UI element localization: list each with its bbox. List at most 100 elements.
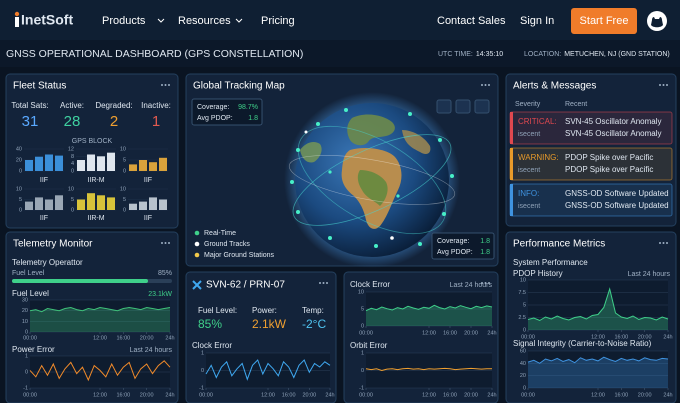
y-tick-label: 40 [16, 146, 22, 152]
bar [139, 201, 147, 210]
line [527, 356, 669, 364]
alert-message: SVN-45 Oscillator Anomaly [565, 117, 661, 126]
panel-menu[interactable] [319, 282, 328, 284]
cta-label[interactable]: Start Free [580, 15, 629, 27]
nav-link[interactable]: Contact Sales [437, 15, 506, 27]
line [527, 287, 669, 322]
logo-icon [14, 11, 20, 27]
nav-bar [0, 0, 680, 40]
x-tick-label: 16:00 [116, 335, 130, 341]
y-tick-label: 0 [25, 329, 28, 335]
block-label: IIF [40, 177, 48, 184]
chart-title: Orbit Error [350, 341, 388, 350]
logo[interactable]: InetSoft [21, 12, 73, 28]
x-tick-label: 00:00 [521, 334, 535, 340]
line [365, 367, 492, 372]
y-tick-label: -1 [23, 385, 28, 391]
y-tick-label: 0 [19, 168, 22, 174]
alert-severity: CRITICAL: [518, 117, 557, 126]
x-tick-label: 24h [663, 392, 672, 398]
box-label: Coverage: [437, 238, 469, 245]
area [528, 357, 668, 388]
menu-dot [319, 282, 321, 284]
y-tick-label: 0 [201, 368, 204, 374]
menu-dot [161, 242, 163, 244]
panel-title: Telemetry Monitor [13, 239, 93, 250]
github-icon[interactable] [647, 11, 667, 31]
menu-dot [481, 84, 483, 86]
x-tick-label: 16:00 [282, 392, 296, 398]
y-tick-label: -1 [359, 385, 364, 391]
y-tick-label: 5 [523, 302, 526, 308]
nav-link[interactable]: Pricing [261, 15, 295, 27]
bar [35, 197, 43, 210]
location-label: LOCATION: [524, 51, 561, 58]
area [30, 307, 170, 332]
panel-menu[interactable] [659, 84, 668, 86]
menu-dot [322, 282, 325, 284]
x-tick-label: 20:00 [140, 335, 154, 341]
column-header: Severity [515, 101, 541, 108]
caret [235, 18, 243, 23]
x-tick-label: 00:00 [199, 392, 213, 398]
chart-title: PDOP History [513, 269, 563, 278]
chart-area [528, 351, 668, 388]
menu-dot [161, 84, 163, 86]
map-tool[interactable] [436, 99, 452, 114]
x-tick-label: 24h [487, 330, 496, 336]
chart-title: Fuel Level [12, 289, 49, 298]
panel-menu[interactable] [659, 242, 668, 244]
chart-title: Signal Integrity (Carrier-to-Noise Ratio… [513, 339, 652, 348]
y-tick-label: 60 [520, 348, 526, 354]
x-tick-label: 00:00 [359, 330, 373, 336]
location-value: METUCHEN, NJ (GND STATION) [564, 51, 670, 58]
y-tick-label: 0 [361, 323, 364, 329]
chart-title: Power Error [12, 345, 55, 354]
utc-label: UTC TIME: [438, 51, 473, 58]
block-label: IIF [40, 215, 48, 222]
stat-value: 2.1kW [252, 317, 287, 331]
y-tick-label: 5 [123, 197, 126, 203]
bar [139, 160, 147, 171]
stat-value: 85% [198, 317, 222, 331]
stat-label: Temp: [302, 306, 324, 315]
globe [284, 92, 460, 268]
box-value: 1.8 [248, 115, 258, 122]
y-tick-label: 20 [22, 308, 28, 314]
bar [45, 154, 53, 171]
alert-severity: WARNING: [518, 153, 559, 162]
map-tool[interactable] [455, 99, 471, 114]
block-label: IIF [144, 215, 152, 222]
menu-dot [659, 242, 661, 244]
x-tick-label: 16:00 [443, 330, 457, 336]
page-title: GNSS OPERATIONAL DASHBOARD (GPS CONSTELL… [6, 48, 303, 60]
panel-menu[interactable] [481, 282, 490, 284]
stat-value: -2°C [302, 317, 326, 331]
x-tick-label: 20:00 [638, 334, 652, 340]
menu-dot [326, 282, 328, 284]
x-tick-label: 24h [165, 335, 174, 341]
stat-value: 31 [22, 113, 39, 130]
x-tick-label: 16:00 [614, 392, 628, 398]
bar [129, 164, 137, 171]
y-tick-label: 5 [71, 197, 74, 203]
panel-menu[interactable] [161, 242, 170, 244]
menu-dot [484, 84, 487, 86]
legend-dot [194, 230, 200, 236]
panel-menu[interactable] [481, 84, 490, 86]
line [29, 360, 171, 382]
operator: Telemetry Operattor [12, 258, 83, 267]
area [366, 305, 492, 326]
nav-link[interactable]: Sign In [520, 15, 554, 27]
alert-accent [510, 148, 513, 180]
nav-link[interactable]: Products [102, 15, 146, 27]
map-tool[interactable] [474, 99, 490, 114]
y-tick-label: 10 [22, 319, 28, 325]
panel-menu[interactable] [161, 84, 170, 86]
y-tick-label: 10 [68, 186, 74, 192]
legend-label: Major Ground Stations [204, 252, 275, 259]
nav-link[interactable]: Resources [178, 15, 231, 27]
x-tick-label: 12:00 [591, 334, 605, 340]
x-tick-label: 12:00 [422, 330, 436, 336]
cta-button[interactable] [571, 8, 637, 34]
